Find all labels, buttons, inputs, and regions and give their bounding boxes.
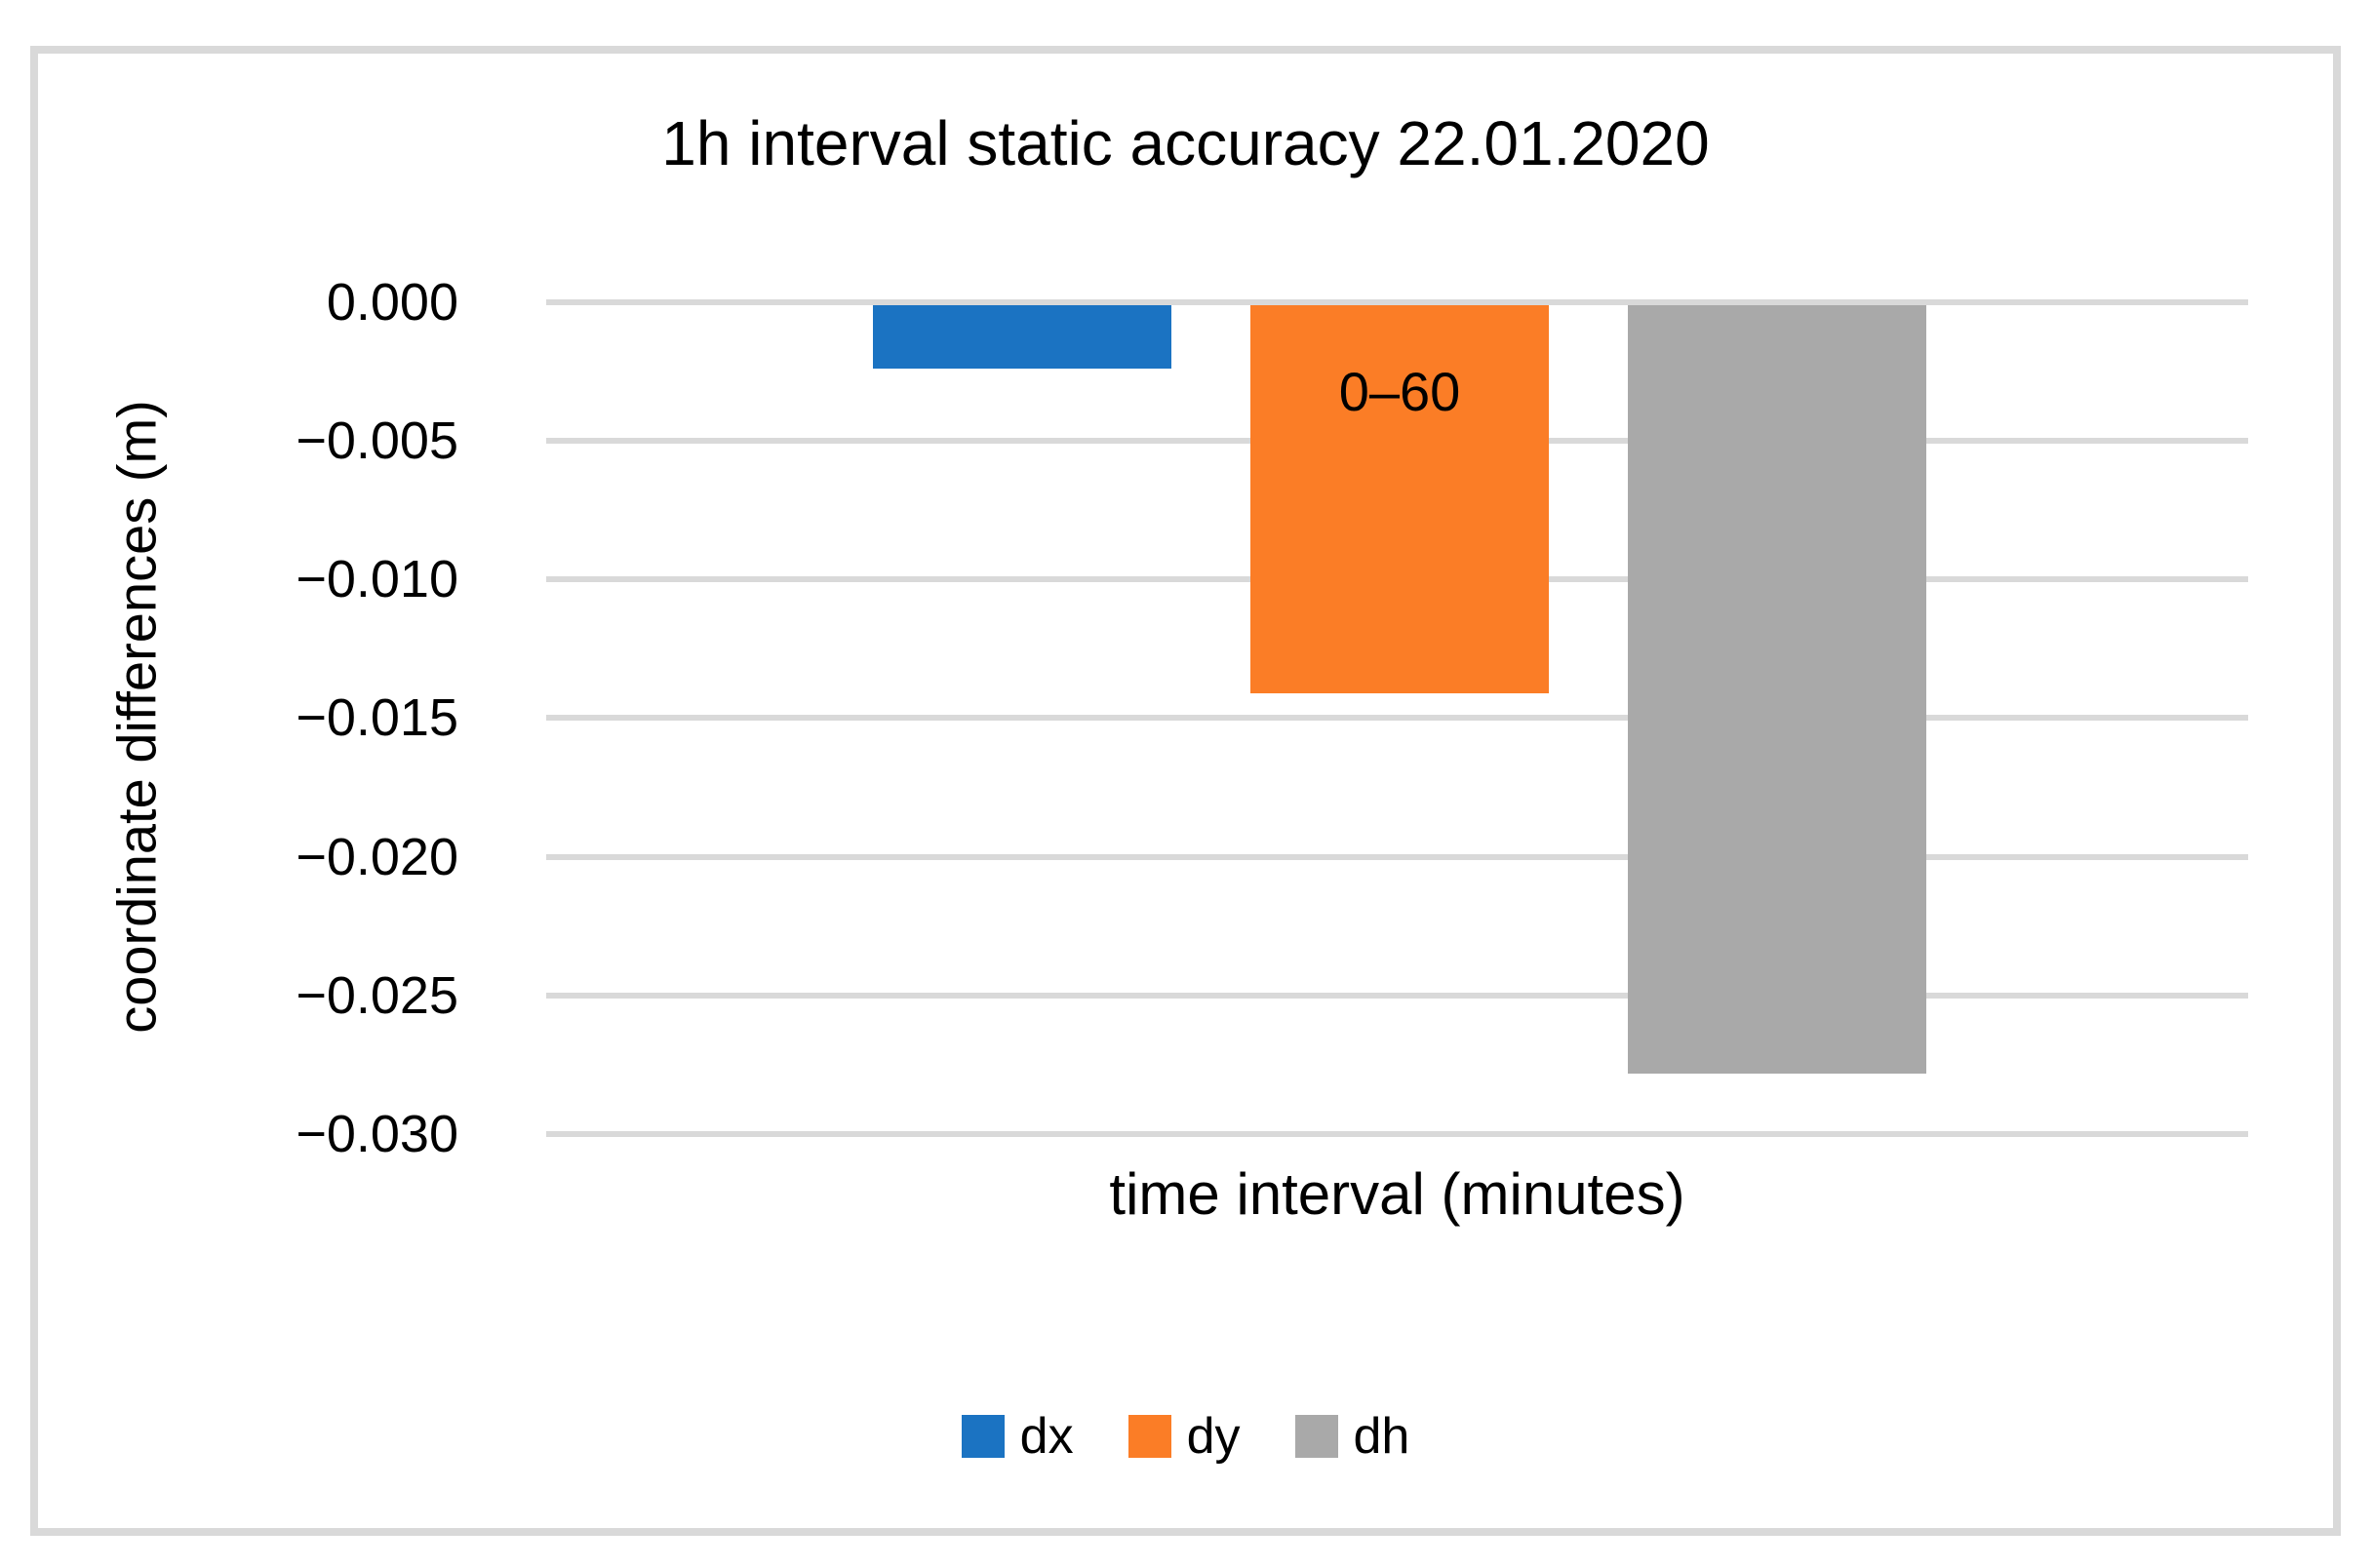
gridline [546, 993, 2248, 999]
legend-item-dx: dx [961, 1408, 1074, 1465]
legend-label-dx: dx [1019, 1408, 1074, 1465]
legend-swatch-dy [1127, 1415, 1171, 1458]
y-tick-label: −0.005 [296, 412, 458, 470]
chart-title: 1h interval static accuracy 22.01.2020 [661, 108, 1710, 178]
legend-item-dy: dy [1127, 1408, 1241, 1465]
bar-dx [873, 305, 1171, 369]
legend: dx dy dh [38, 1409, 2333, 1464]
x-axis-title: time interval (minutes) [1109, 1161, 1685, 1227]
gridline [546, 299, 2248, 305]
gridline [546, 715, 2248, 721]
legend-swatch-dx [961, 1415, 1005, 1458]
legend-swatch-dh [1294, 1415, 1338, 1458]
legend-label-dy: dy [1186, 1408, 1241, 1465]
legend-item-dh: dh [1294, 1408, 1410, 1465]
bar-dy: 0–60 [1250, 305, 1549, 693]
chart-frame: 1h interval static accuracy 22.01.2020 c… [30, 46, 2341, 1536]
y-tick-label: −0.025 [296, 966, 458, 1025]
gridline [546, 1131, 2248, 1137]
chart-area: 1h interval static accuracy 22.01.2020 c… [38, 54, 2333, 1528]
y-tick-label: −0.015 [296, 688, 458, 747]
bar-dh [1628, 305, 1926, 1074]
legend-label-dh: dh [1353, 1408, 1410, 1465]
y-tick-label: 0.000 [326, 273, 458, 332]
y-tick-label: −0.030 [296, 1105, 458, 1163]
y-tick-label: −0.020 [296, 828, 458, 886]
gridline [546, 854, 2248, 860]
y-tick-label: −0.010 [296, 550, 458, 608]
category-label: 0–60 [1338, 361, 1461, 422]
